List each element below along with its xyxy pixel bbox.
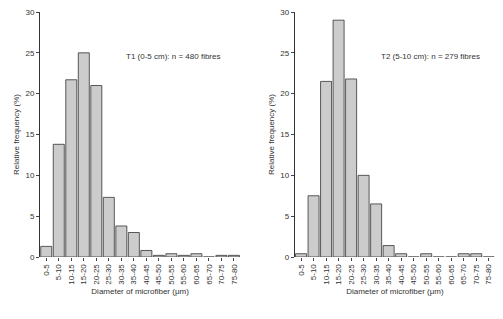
- svg-text:40-45: 40-45: [142, 264, 151, 285]
- svg-text:65-70: 65-70: [459, 264, 468, 285]
- svg-text:75-80: 75-80: [230, 264, 239, 285]
- svg-text:10-15: 10-15: [322, 264, 331, 285]
- svg-text:T1 (0-5 cm): n = 480 fibres: T1 (0-5 cm): n = 480 fibres: [126, 52, 220, 61]
- svg-text:Relative frequency (%): Relative frequency (%): [12, 94, 21, 175]
- svg-text:20-25: 20-25: [92, 264, 101, 285]
- svg-text:35-40: 35-40: [129, 264, 138, 285]
- svg-text:35-40: 35-40: [384, 264, 393, 285]
- svg-text:20: 20: [25, 89, 34, 98]
- svg-text:25: 25: [280, 49, 289, 58]
- svg-text:10-15: 10-15: [67, 264, 76, 285]
- svg-text:25-30: 25-30: [359, 264, 368, 285]
- svg-text:70-75: 70-75: [217, 264, 226, 285]
- svg-text:10: 10: [25, 171, 34, 180]
- svg-text:5-10: 5-10: [54, 264, 63, 281]
- svg-text:55-60: 55-60: [179, 264, 188, 285]
- svg-text:45-50: 45-50: [154, 264, 163, 285]
- svg-text:20-25: 20-25: [347, 264, 356, 285]
- svg-text:0-5: 0-5: [297, 264, 306, 276]
- svg-text:Diameter of microfiber (μm): Diameter of microfiber (μm): [346, 287, 444, 296]
- svg-text:0: 0: [285, 253, 290, 262]
- svg-text:Diameter of microfiber (μm): Diameter of microfiber (μm): [91, 287, 189, 296]
- svg-text:60-65: 60-65: [192, 264, 201, 285]
- svg-text:5: 5: [30, 212, 35, 221]
- svg-text:15-20: 15-20: [79, 264, 88, 285]
- svg-text:50-55: 50-55: [167, 264, 176, 285]
- svg-text:10: 10: [280, 171, 289, 180]
- svg-text:55-60: 55-60: [434, 264, 443, 285]
- svg-text:65-70: 65-70: [205, 264, 214, 285]
- svg-text:45-50: 45-50: [409, 264, 418, 285]
- svg-text:15: 15: [280, 130, 289, 139]
- svg-text:Relative frequency (%): Relative frequency (%): [267, 94, 276, 175]
- svg-text:20: 20: [280, 89, 289, 98]
- svg-text:25: 25: [25, 49, 34, 58]
- svg-text:15-20: 15-20: [334, 264, 343, 285]
- svg-text:30: 30: [280, 8, 289, 17]
- svg-text:0: 0: [30, 253, 35, 262]
- svg-text:0-5: 0-5: [42, 264, 51, 276]
- svg-text:75-80: 75-80: [484, 264, 493, 285]
- svg-text:T2 (5-10 cm): n = 279 fibres: T2 (5-10 cm): n = 279 fibres: [381, 52, 480, 61]
- svg-text:25-30: 25-30: [104, 264, 113, 285]
- svg-text:30-35: 30-35: [117, 264, 126, 285]
- svg-text:15: 15: [25, 130, 34, 139]
- svg-text:60-65: 60-65: [447, 264, 456, 285]
- svg-text:5: 5: [285, 212, 290, 221]
- svg-text:5-10: 5-10: [309, 264, 318, 281]
- svg-text:70-75: 70-75: [472, 264, 481, 285]
- svg-text:50-55: 50-55: [422, 264, 431, 285]
- svg-text:40-45: 40-45: [397, 264, 406, 285]
- svg-text:30-35: 30-35: [372, 264, 381, 285]
- svg-text:30: 30: [25, 8, 34, 17]
